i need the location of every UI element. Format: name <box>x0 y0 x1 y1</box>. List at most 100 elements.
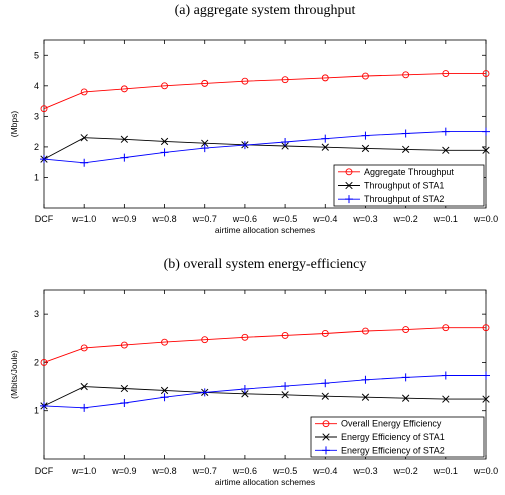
chart-b-data-point <box>281 382 290 391</box>
chart-b-series-line <box>43 386 486 407</box>
chart-a-legend-marker <box>345 195 353 204</box>
chart-b-x-tick-label: w=0.0 <box>473 466 498 476</box>
chart-a-data-point <box>281 138 290 147</box>
chart-a-data-point <box>401 145 410 154</box>
chart-a-data-point <box>321 143 329 151</box>
chart-a-data-point <box>160 148 169 157</box>
chart-a-data-point <box>80 88 88 96</box>
chart-b-y-tick-label: 1 <box>34 406 39 416</box>
chart-a-data-point <box>361 144 370 153</box>
chart-a-y-axis-label: (Mbps) <box>9 111 19 138</box>
chart-b-x-tick-label: w=0.2 <box>392 466 417 476</box>
chart-a-data-point <box>321 134 330 143</box>
chart-b-legend-marker <box>322 446 330 455</box>
chart-a-legend-marker <box>345 181 353 190</box>
chart-b-data-point <box>201 336 209 344</box>
chart-b-y-axis-label: (Mbits/Joule) <box>9 350 19 399</box>
chart-b-x-tick-label: w=0.7 <box>192 466 217 476</box>
chart-b-data-point <box>442 324 450 332</box>
chart-b-legend-marker <box>322 433 330 441</box>
chart-a-y-tick-label: 5 <box>34 50 39 60</box>
chart-b-x-tick-label: w=0.6 <box>232 466 257 476</box>
chart-a-series-3 <box>40 127 490 167</box>
chart-b-data-point <box>401 373 410 382</box>
chart-a-data-point <box>120 85 128 93</box>
chart-a-data-point <box>161 82 168 90</box>
chart-a-data-point <box>441 127 450 136</box>
chart-a-x-tick-label: w=0.1 <box>433 214 458 224</box>
chart-a-data-point <box>402 71 410 79</box>
chart-b-legend-label: Energy Efficiency of STA1 <box>341 432 445 442</box>
chart-a-data-point <box>482 127 490 136</box>
chart-a-legend-label: Throughput of STA1 <box>364 181 444 191</box>
chart-b-legend-label: Overall Energy Efficiency <box>341 419 442 429</box>
chart-a-series-2 <box>40 134 490 163</box>
chart-a-legend-label: Throughput of STA2 <box>364 194 444 204</box>
chart-a-axes-box <box>43 39 487 209</box>
chart-a-y-tick-label: 4 <box>34 81 39 91</box>
chart-a-data-point <box>200 144 209 153</box>
chart-a-data-point <box>281 76 289 84</box>
chart-b-legend-marker <box>322 420 330 428</box>
chart-a-legend: Aggregate Throughput Throughput of STA1 Th… <box>333 164 485 207</box>
chart-b-data-point <box>362 327 369 335</box>
chart-a-x-tick-label: DCF <box>35 214 54 224</box>
chart-b-x-tick-label: w=0.8 <box>151 466 176 476</box>
chart-a-x-tick-label: w=0.3 <box>352 214 377 224</box>
chart-b-x-tick-label: DCF <box>35 466 54 476</box>
chart-b-y-tick-label: 3 <box>34 309 39 319</box>
chart-b-data-point <box>361 393 370 401</box>
chart-b-x-tick-label: w=0.4 <box>312 466 337 476</box>
chart-a-x-tick-label: w=0.9 <box>111 214 136 224</box>
chart-a-series-1 <box>40 70 490 113</box>
chart-b-data-point <box>160 386 169 395</box>
chart-b-data-point <box>40 358 48 366</box>
chart-b-data-point <box>120 341 128 349</box>
chart-a-data-point <box>40 155 48 164</box>
chart-b-data-point <box>281 331 289 339</box>
chart-b: (b) overall system energy-efficiency DCF w… <box>9 257 498 487</box>
chart-b-data-point <box>241 390 249 398</box>
chart-b-data-point <box>80 403 89 412</box>
chart-b-data-point <box>40 401 48 410</box>
chart-b-y-tick-label: 2 <box>34 357 39 367</box>
chart-b-title: (b) overall system energy-efficiency <box>164 257 367 272</box>
chart-a-x-tick-label: w=0.4 <box>312 214 337 224</box>
chart-b-x-tick-label: w=0.3 <box>352 466 377 476</box>
chart-a-x-tick-label: w=0.8 <box>151 214 176 224</box>
chart-a-data-point <box>361 131 370 140</box>
chart-a-x-axis-label: airtime allocation schemes <box>215 225 315 235</box>
chart-a-x-tick-label: w=1.0 <box>71 214 96 224</box>
chart-a-y-tick-label: 1 <box>34 172 39 182</box>
chart-a-data-point <box>241 77 249 85</box>
chart-a-title: (a) aggregate system throughput <box>175 3 356 18</box>
chart-a-data-point <box>120 135 129 143</box>
chart-b-x-tick-label: w=0.1 <box>433 466 458 476</box>
chart-b-data-point <box>402 326 410 334</box>
chart-a-data-point <box>401 129 410 138</box>
chart-a-data-point <box>120 153 129 162</box>
chart-b-data-point <box>80 382 88 391</box>
chart-b-data-point <box>200 388 209 397</box>
chart-b-x-axis-label: airtime allocation schemes <box>215 477 315 487</box>
chart-b-series-line <box>43 327 486 363</box>
chart-a-x-tick-label: w=0.2 <box>392 214 417 224</box>
chart-b-data-point <box>482 324 490 332</box>
chart-a-data-point <box>80 134 88 142</box>
chart-a-x-tick-label: w=0.0 <box>473 214 498 224</box>
chart-a-legend-label: Aggregate Throughput <box>364 167 454 177</box>
chart-b-data-point <box>321 330 329 337</box>
chart-b-data-point <box>482 371 490 380</box>
chart-b-data-point <box>442 395 450 403</box>
chart-b-data-point <box>240 384 249 393</box>
chart-b-data-point <box>120 398 129 407</box>
chart-b-data-point <box>241 333 249 341</box>
chart-a-x-tick-label: w=0.6 <box>232 214 257 224</box>
chart-b-data-point <box>160 393 169 402</box>
chart-a-x-tick-label: w=0.5 <box>272 214 297 224</box>
chart-b-data-point <box>321 392 329 400</box>
chart-b-x-tick-label: w=0.5 <box>272 466 297 476</box>
chart-b-data-point <box>80 344 88 352</box>
chart-a-data-point <box>482 70 490 78</box>
